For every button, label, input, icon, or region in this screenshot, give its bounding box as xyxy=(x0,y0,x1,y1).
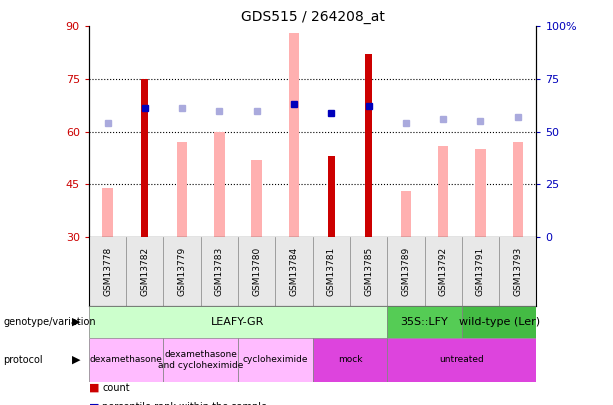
Text: ■: ■ xyxy=(89,403,99,405)
Text: GSM13789: GSM13789 xyxy=(402,247,410,296)
Text: GSM13791: GSM13791 xyxy=(476,247,485,296)
Bar xyxy=(289,33,299,237)
Bar xyxy=(102,188,113,237)
Text: GSM13793: GSM13793 xyxy=(513,247,522,296)
Text: GSM13783: GSM13783 xyxy=(215,247,224,296)
Bar xyxy=(89,338,164,382)
Bar xyxy=(512,142,523,237)
Text: GSM13779: GSM13779 xyxy=(178,247,186,296)
Text: GSM13782: GSM13782 xyxy=(140,247,150,296)
Bar xyxy=(401,191,411,237)
Bar xyxy=(164,338,238,382)
Text: percentile rank within the sample: percentile rank within the sample xyxy=(102,403,267,405)
Bar xyxy=(313,338,387,382)
Text: GSM13778: GSM13778 xyxy=(103,247,112,296)
Bar xyxy=(438,146,448,237)
Text: GSM13792: GSM13792 xyxy=(439,247,447,296)
Text: wild-type (Ler): wild-type (Ler) xyxy=(459,317,539,327)
Bar xyxy=(328,156,335,237)
Bar xyxy=(142,79,148,237)
Bar xyxy=(387,338,536,382)
Bar xyxy=(251,160,262,237)
Text: dexamethasone
and cycloheximide: dexamethasone and cycloheximide xyxy=(158,350,243,369)
Text: GSM13780: GSM13780 xyxy=(252,247,261,296)
Text: cycloheximide: cycloheximide xyxy=(243,355,308,364)
Text: GSM13781: GSM13781 xyxy=(327,247,336,296)
Text: mock: mock xyxy=(338,355,362,364)
Text: protocol: protocol xyxy=(3,355,43,365)
Text: GSM13785: GSM13785 xyxy=(364,247,373,296)
Bar xyxy=(89,306,387,338)
Bar xyxy=(238,338,313,382)
Text: 35S::LFY: 35S::LFY xyxy=(401,317,448,327)
Text: dexamethasone: dexamethasone xyxy=(89,355,162,364)
Text: count: count xyxy=(102,383,130,393)
Text: ■: ■ xyxy=(89,383,99,393)
Text: untreated: untreated xyxy=(440,355,484,364)
Text: LEAFY-GR: LEAFY-GR xyxy=(211,317,265,327)
Bar xyxy=(387,306,462,338)
Bar xyxy=(177,142,188,237)
Text: ▶: ▶ xyxy=(72,355,81,365)
Text: GSM13784: GSM13784 xyxy=(289,247,299,296)
Bar xyxy=(475,149,485,237)
Bar xyxy=(365,54,372,237)
Bar xyxy=(462,306,536,338)
Text: ▶: ▶ xyxy=(72,317,81,327)
Text: genotype/variation: genotype/variation xyxy=(3,317,96,327)
Title: GDS515 / 264208_at: GDS515 / 264208_at xyxy=(241,10,384,24)
Bar xyxy=(214,132,224,237)
